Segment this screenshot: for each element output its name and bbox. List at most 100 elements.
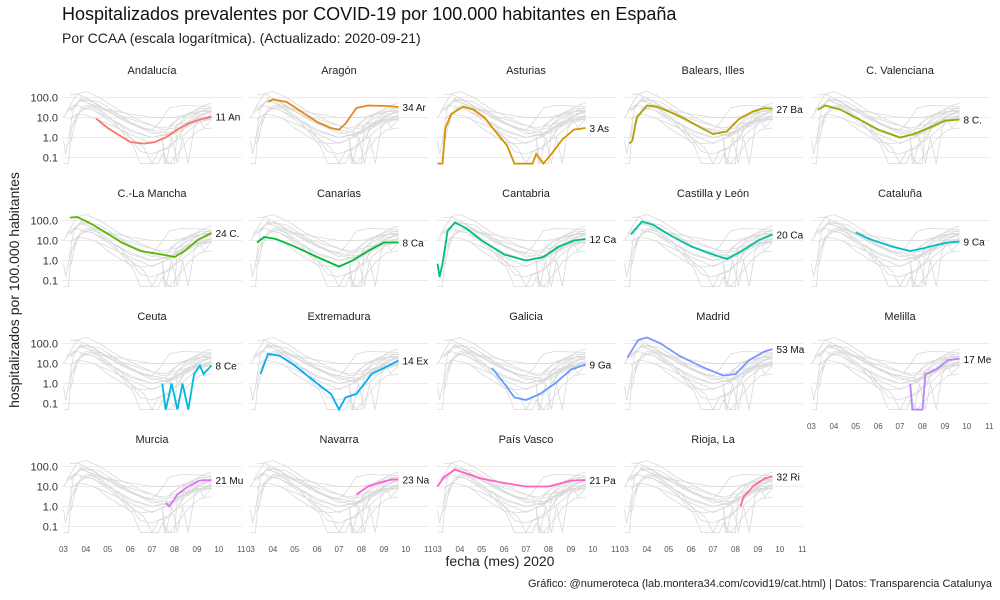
facet-title: Asturias (506, 65, 546, 77)
background-series-line (491, 118, 586, 155)
background-series-line (253, 337, 399, 377)
background-series-line (63, 344, 212, 401)
background-series-line (437, 344, 586, 401)
facet-panel: Balears, Illes 27 Ba (623, 65, 803, 165)
background-series-line (294, 355, 399, 375)
background-series-line (256, 339, 399, 381)
end-label: 3 As (590, 124, 609, 135)
x-tick-label: 06 (313, 545, 322, 554)
y-tick-label: 10.0 (37, 482, 58, 494)
end-label: 17 Me (964, 355, 992, 366)
background-series-line (634, 353, 773, 411)
x-tick-label: 09 (380, 545, 389, 554)
background-series-line (294, 478, 399, 498)
background-series-line (630, 359, 773, 391)
x-tick-label: 09 (567, 545, 576, 554)
background-series-line (348, 481, 399, 533)
background-series-line (828, 345, 960, 377)
background-series-line (440, 91, 586, 131)
background-series-line (443, 462, 586, 504)
x-tick-label: 06 (126, 545, 135, 554)
background-series-line (440, 214, 586, 254)
end-label: 9 Ga (590, 360, 612, 371)
background-series-line (250, 221, 399, 278)
background-series-line (722, 118, 773, 164)
series-line (628, 104, 773, 145)
background-series-line (169, 355, 212, 372)
background-series-line (909, 235, 960, 287)
background-series-line (817, 216, 960, 258)
background-series-line (179, 353, 212, 384)
background-series-line (454, 99, 586, 131)
background-series-line (730, 478, 773, 495)
background-series-line (69, 482, 212, 514)
end-label: 8 Ca (403, 238, 425, 249)
background-series-line (256, 359, 399, 391)
background-series-line (260, 476, 399, 534)
background-series-line (443, 236, 586, 268)
background-series-line (255, 228, 399, 267)
x-tick-label: 08 (357, 545, 366, 554)
background-series-line (443, 216, 586, 258)
facet-title: Ceuta (137, 311, 167, 323)
x-tick-label: 04 (81, 545, 90, 554)
background-series-line (443, 482, 586, 514)
background-series-line (814, 91, 960, 131)
y-tick-label: 0.1 (43, 153, 58, 165)
background-series-line (348, 241, 399, 287)
x-tick-label: 08 (170, 545, 179, 554)
background-series-line (348, 112, 399, 164)
background-series-line (909, 241, 960, 287)
background-series-line (481, 478, 586, 498)
x-tick-label: 05 (103, 545, 112, 554)
facet-panel: Murcia 0.1 1.0 10.0 100.0 03 04 05 06 07 08 09 10 11 2… (30, 434, 246, 554)
x-tick-label: 04 (829, 422, 838, 431)
chart-subtitle: Por CCAA (escala logarítmica). (Actualiz… (62, 30, 421, 46)
background-series-line (543, 355, 586, 372)
background-series-line (63, 346, 212, 364)
background-series-line (817, 113, 960, 145)
facet-panel: Cantabria 12 Ca (436, 188, 617, 288)
background-series-line (627, 460, 773, 500)
background-series-line (641, 468, 773, 500)
chart-caption: Gráfico: @numeroteca (lab.montera34.com/… (527, 578, 992, 590)
facet-title: Galicia (509, 311, 544, 323)
x-tick-label: 03 (433, 545, 442, 554)
x-tick-label: 03 (59, 545, 68, 554)
series-line (436, 468, 586, 488)
background-series-line (267, 222, 399, 254)
end-label: 24 C. (216, 229, 240, 240)
facet-title: Cantabria (502, 188, 551, 200)
series-line (436, 221, 586, 278)
series-line (626, 336, 773, 377)
x-tick-label: 11 (985, 422, 994, 431)
facet-title: Balears, Illes (682, 65, 745, 77)
background-series-line (348, 487, 399, 533)
background-series-line (481, 232, 586, 252)
background-series-line (811, 223, 960, 241)
end-label: 20 Ca (777, 231, 804, 242)
background-series-line (63, 98, 212, 155)
background-series-line (447, 353, 586, 411)
background-series-line (722, 364, 773, 410)
background-series-line (811, 100, 960, 118)
background-series-line (553, 107, 586, 138)
x-tick-label: 07 (522, 545, 531, 554)
background-series-line (865, 118, 960, 155)
x-tick-label: 07 (148, 545, 157, 554)
background-series-line (69, 93, 212, 135)
background-series-line (253, 91, 399, 131)
background-series-line (66, 214, 212, 254)
background-series-line (535, 358, 586, 410)
x-tick-label: 06 (500, 545, 509, 554)
background-series-line (437, 223, 586, 241)
background-series-line (437, 98, 586, 155)
background-series-line (481, 355, 586, 375)
background-series-line (634, 107, 773, 165)
background-series-line (454, 222, 586, 254)
background-series-line (73, 107, 212, 165)
x-tick-label: 05 (664, 545, 673, 554)
background-series-line (624, 346, 773, 364)
background-series-line (255, 474, 399, 513)
